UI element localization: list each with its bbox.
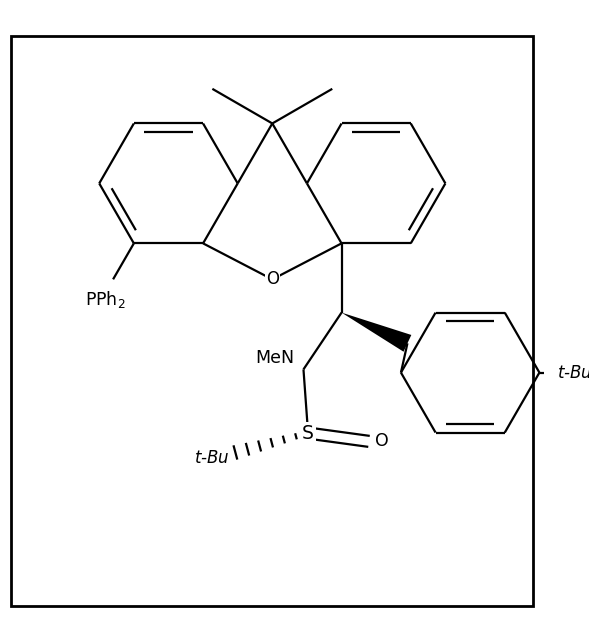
- Text: MeN: MeN: [255, 349, 294, 367]
- Polygon shape: [342, 313, 411, 352]
- Text: $t$-Bu: $t$-Bu: [557, 363, 589, 381]
- Text: S: S: [302, 424, 314, 442]
- Text: O: O: [266, 270, 279, 288]
- Text: O: O: [375, 432, 389, 451]
- Text: PPh$_2$: PPh$_2$: [85, 289, 126, 310]
- Text: $t$-Bu: $t$-Bu: [194, 449, 230, 467]
